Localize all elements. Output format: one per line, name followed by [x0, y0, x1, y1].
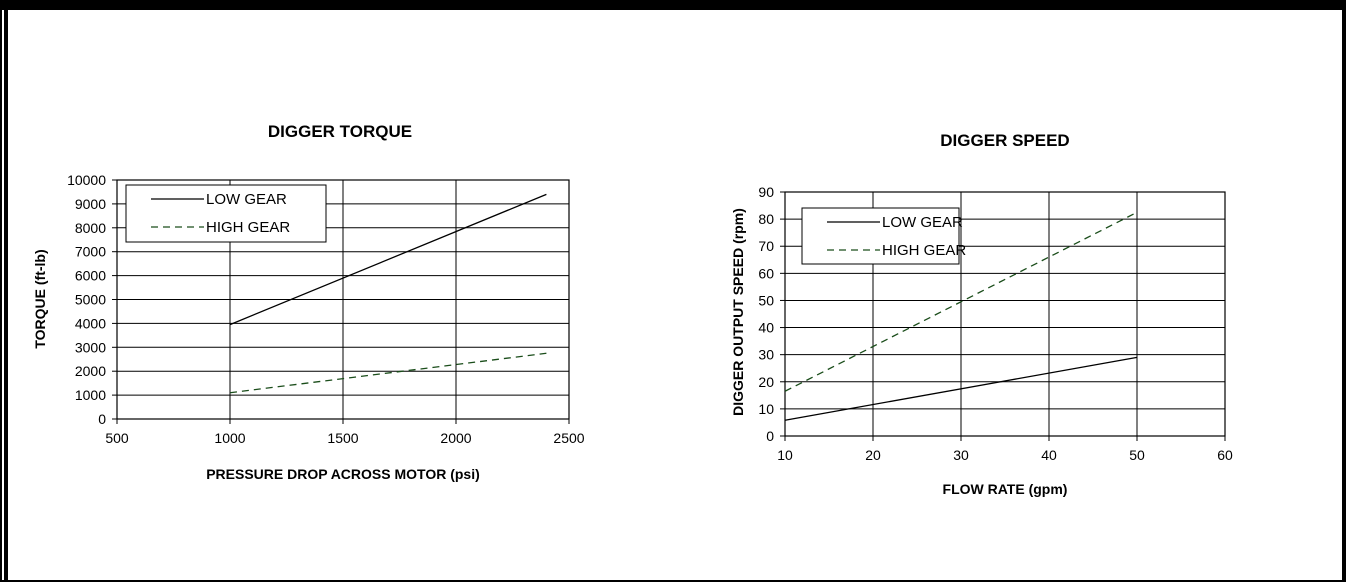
chart2-x-tick-label: 40	[1041, 447, 1057, 463]
chart1-y-axis-label: TORQUE (ft-lb)	[32, 249, 48, 348]
chart2-series-line-low-gear	[784, 356, 1138, 421]
chart2-series-line-high-gear	[784, 211, 1138, 392]
chart1-x-tick-label: 500	[105, 430, 129, 446]
chart1-y-tick-label: 1000	[75, 387, 106, 403]
chart1-y-tick-label: 5000	[75, 292, 106, 308]
chart2-y-tick-label: 70	[758, 238, 774, 254]
chart1-y-tick-label: 6000	[75, 268, 106, 284]
chart1-legend-label-low-gear: LOW GEAR	[206, 191, 287, 208]
chart1-y-tick-label: 10000	[67, 172, 106, 188]
chart1-series-line-low-gear	[229, 193, 547, 326]
chart1-y-tick-label: 7000	[75, 244, 106, 260]
chart1-series-line-high-gear	[229, 352, 547, 394]
chart1-title: DIGGER TORQUE	[268, 122, 412, 141]
chart1-y-tick-label: 9000	[75, 196, 106, 212]
chart2-legend-label-high-gear: HIGH GEAR	[882, 242, 966, 259]
chart1-y-tick-label: 2000	[75, 363, 106, 379]
chart2-y-tick-label: 30	[758, 347, 774, 363]
chart2-x-tick-label: 10	[777, 447, 793, 463]
chart1-x-tick-label: 1000	[214, 430, 245, 446]
chart2-x-axis-label: FLOW RATE (gpm)	[943, 481, 1068, 497]
chart2-y-tick-label: 20	[758, 374, 774, 390]
chart2-legend-box	[801, 207, 960, 265]
chart2-legend-label-low-gear: LOW GEAR	[882, 214, 963, 231]
chart2-y-tick-label: 60	[758, 265, 774, 281]
chart2-y-tick-label: 80	[758, 211, 774, 227]
chart1-y-tick-label: 8000	[75, 220, 106, 236]
chart1-y-tick-label: 0	[98, 411, 106, 427]
chart1-y-tick-label: 3000	[75, 339, 106, 355]
chart2-x-tick-label: 30	[953, 447, 969, 463]
chart2-x-tick-label: 60	[1217, 447, 1233, 463]
chart2-y-tick-label: 40	[758, 320, 774, 336]
chart1-plot-group: 0 1000 2000 3000 4000 5000 6000 7000 8000 9000 100…	[67, 172, 585, 446]
chart1-x-tick-label: 1500	[327, 430, 358, 446]
chart1-y-tick-label: 4000	[75, 315, 106, 331]
chart2-y-axis-label: DIGGER OUTPUT SPEED (rpm)	[730, 208, 746, 416]
chart2-title: DIGGER SPEED	[940, 131, 1069, 150]
chart2-x-tick-label: 50	[1129, 447, 1145, 463]
chart2-y-tick-label: 0	[766, 428, 774, 444]
chart1-x-axis-label: PRESSURE DROP ACROSS MOTOR (psi)	[206, 466, 480, 482]
chart1-legend-label-high-gear: HIGH GEAR	[206, 219, 290, 236]
chart1-x-tick-label: 2000	[440, 430, 471, 446]
chart1-legend-box	[125, 184, 327, 243]
chart2-y-tick-label: 50	[758, 292, 774, 308]
chart2-x-tick-label: 20	[865, 447, 881, 463]
chart1-x-tick-label: 2500	[553, 430, 584, 446]
chart2-y-tick-label: 10	[758, 401, 774, 417]
chart2-y-tick-label: 90	[758, 184, 774, 200]
